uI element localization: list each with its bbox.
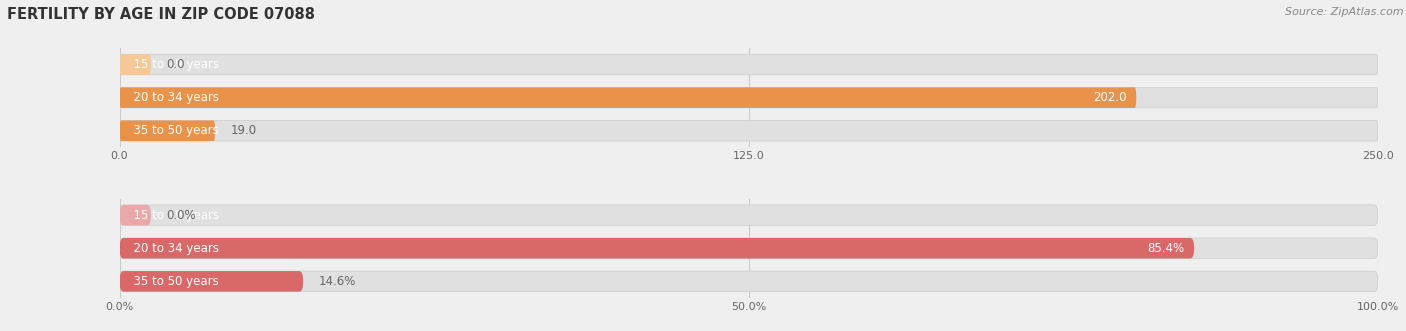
Text: 35 to 50 years: 35 to 50 years: [125, 124, 218, 137]
Text: 0.0%: 0.0%: [166, 209, 195, 222]
Text: 14.6%: 14.6%: [318, 275, 356, 288]
FancyBboxPatch shape: [120, 271, 1378, 292]
Text: 20 to 34 years: 20 to 34 years: [125, 91, 219, 104]
Text: 202.0: 202.0: [1092, 91, 1126, 104]
FancyBboxPatch shape: [120, 54, 1378, 75]
FancyBboxPatch shape: [120, 205, 1378, 225]
Text: 85.4%: 85.4%: [1147, 242, 1184, 255]
Text: 0.0: 0.0: [166, 58, 184, 71]
FancyBboxPatch shape: [120, 54, 150, 75]
Text: 19.0: 19.0: [231, 124, 256, 137]
FancyBboxPatch shape: [120, 120, 215, 141]
Text: 20 to 34 years: 20 to 34 years: [125, 242, 219, 255]
Text: 15 to 19 years: 15 to 19 years: [125, 58, 219, 71]
Text: Source: ZipAtlas.com: Source: ZipAtlas.com: [1285, 7, 1403, 17]
FancyBboxPatch shape: [120, 238, 1378, 259]
FancyBboxPatch shape: [120, 120, 1378, 141]
Text: FERTILITY BY AGE IN ZIP CODE 07088: FERTILITY BY AGE IN ZIP CODE 07088: [7, 7, 315, 22]
FancyBboxPatch shape: [120, 238, 1194, 259]
FancyBboxPatch shape: [120, 87, 1136, 108]
FancyBboxPatch shape: [120, 87, 1378, 108]
Text: 15 to 19 years: 15 to 19 years: [125, 209, 219, 222]
FancyBboxPatch shape: [120, 205, 150, 225]
FancyBboxPatch shape: [120, 271, 304, 292]
Text: 35 to 50 years: 35 to 50 years: [125, 275, 218, 288]
